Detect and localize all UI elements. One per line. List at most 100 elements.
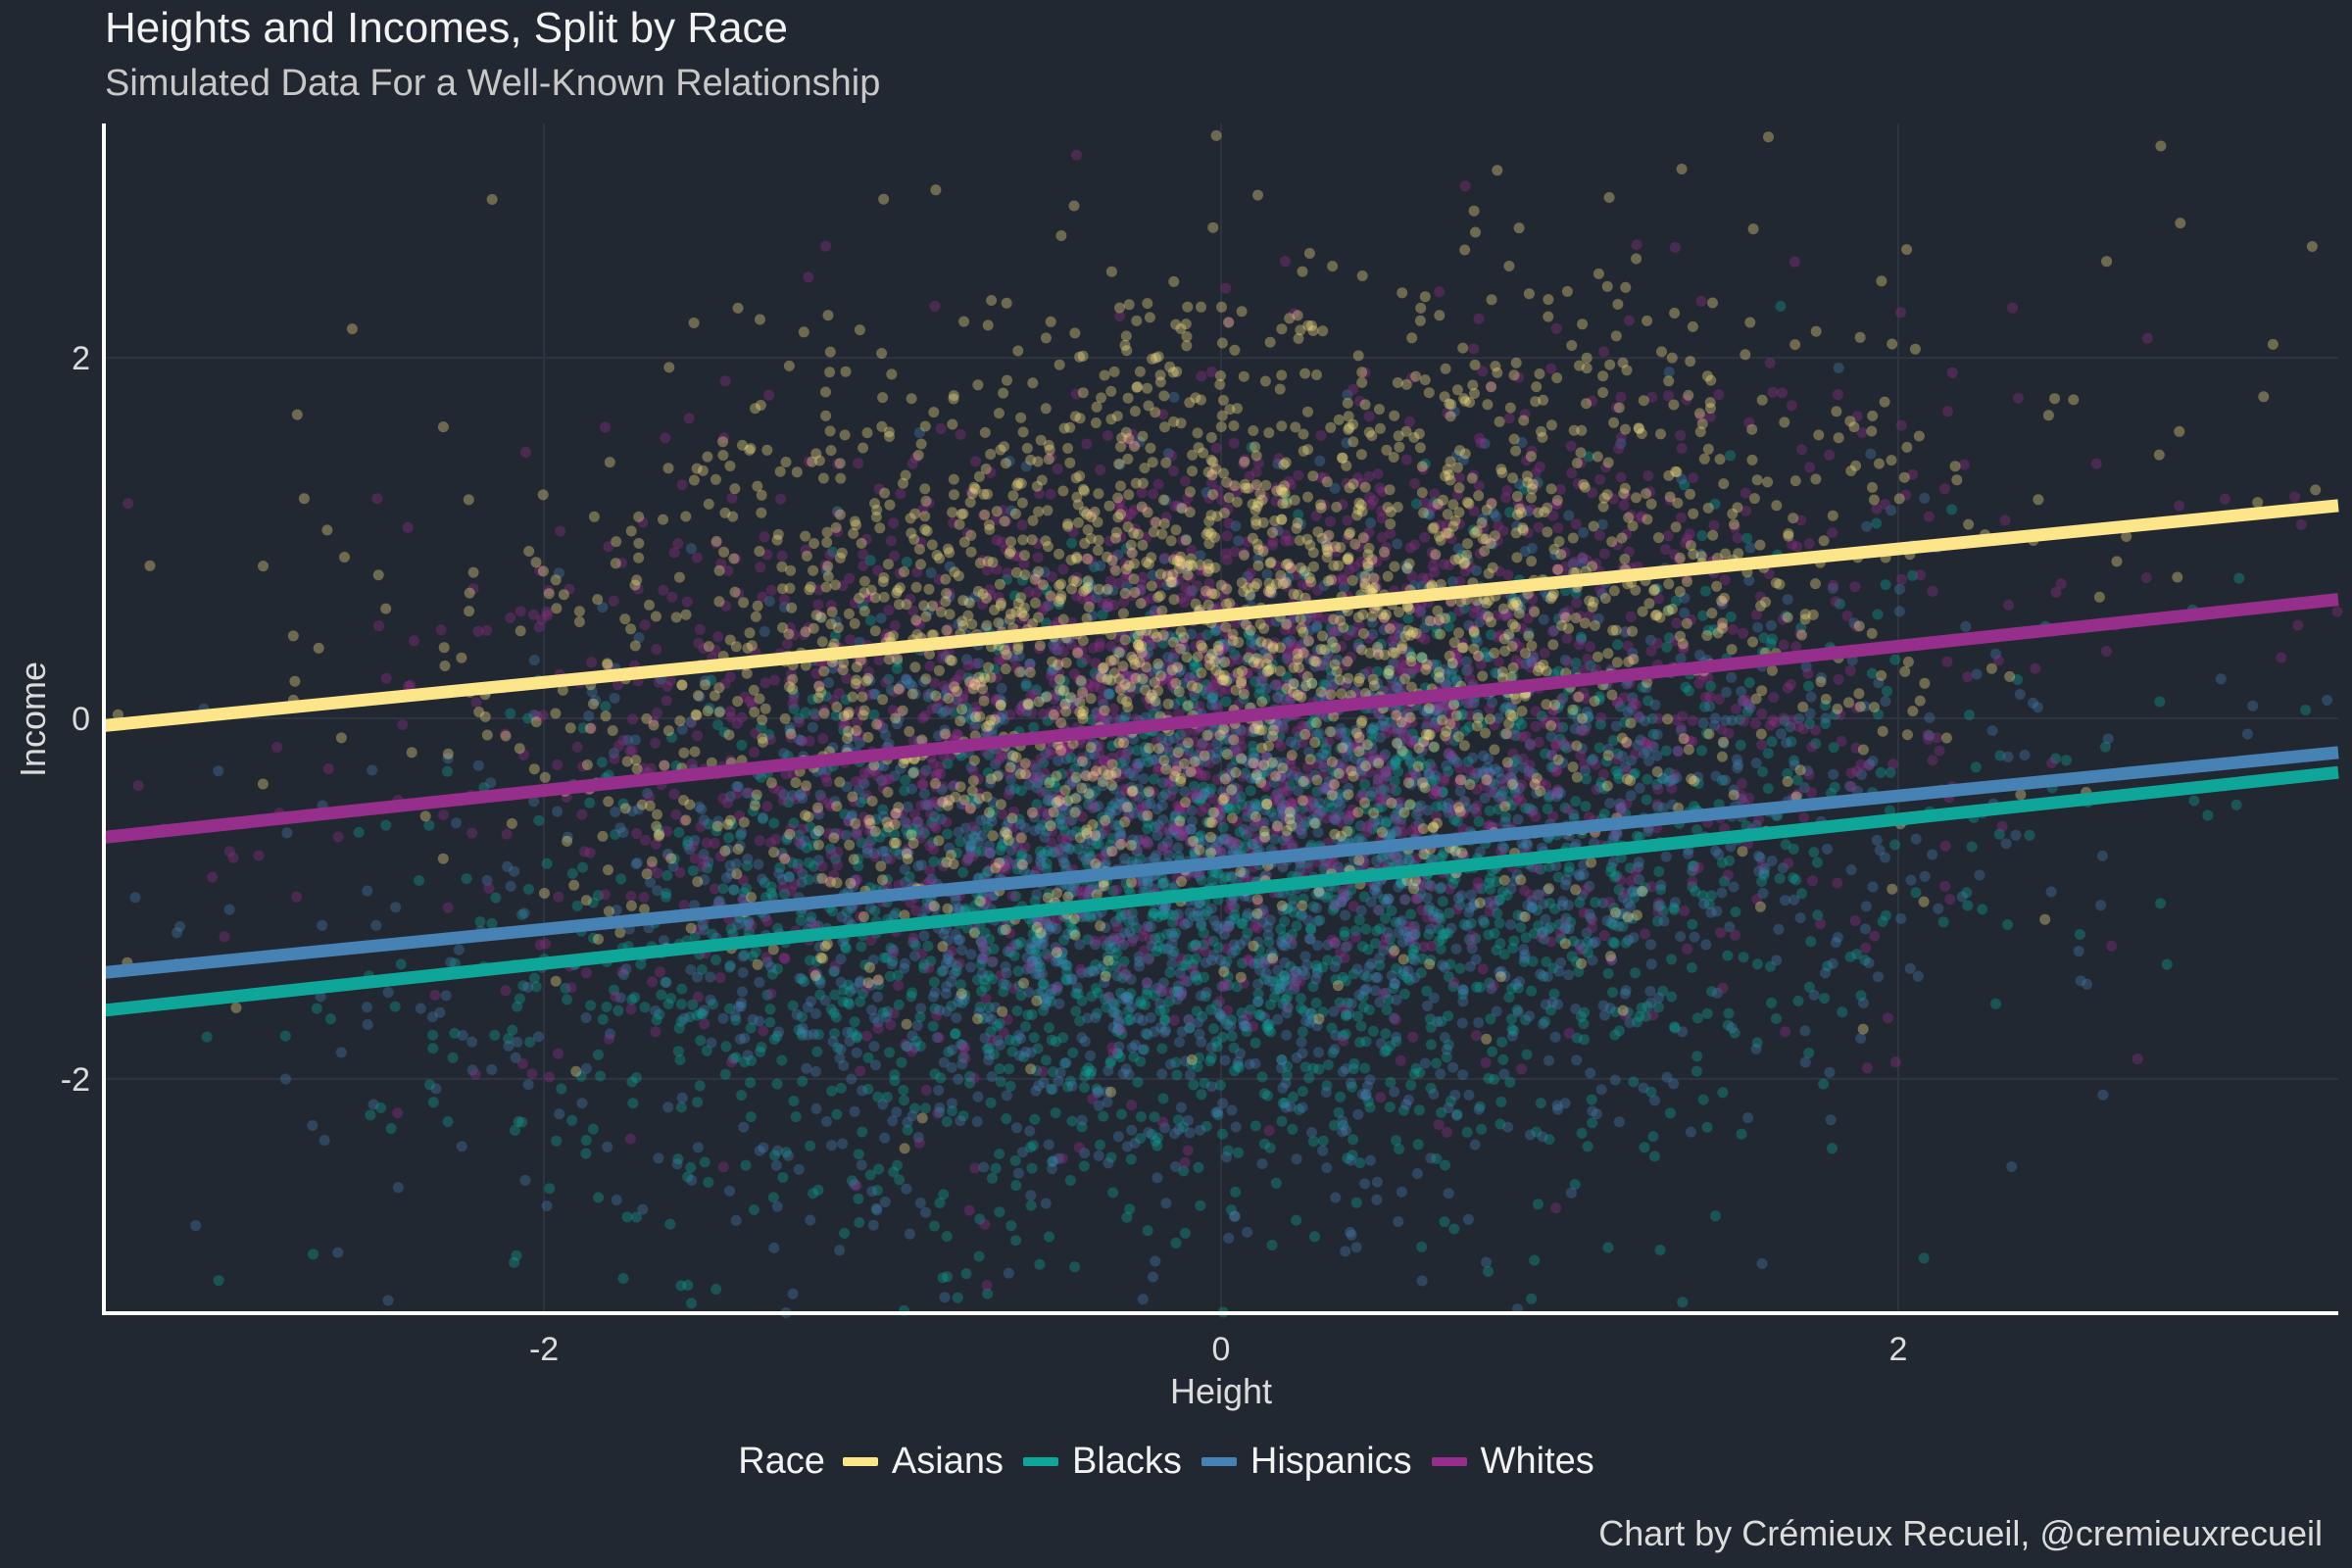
point-blacks [724, 959, 736, 971]
point-whites [408, 635, 419, 647]
point-hispanics [2002, 751, 2014, 762]
point-hispanics [735, 1001, 747, 1012]
point-hispanics [849, 1105, 860, 1117]
point-blacks [922, 940, 934, 952]
point-blacks [862, 1052, 874, 1063]
point-blacks [1195, 830, 1206, 842]
point-blacks [864, 614, 876, 626]
point-blacks [1207, 935, 1219, 947]
point-blacks [1205, 1052, 1217, 1063]
point-hispanics [1340, 909, 1351, 921]
point-blacks [1035, 846, 1046, 858]
point-blacks [1004, 1034, 1015, 1046]
point-blacks [1500, 811, 1512, 823]
point-blacks [1440, 928, 1451, 940]
point-blacks [1299, 1061, 1311, 1073]
point-whites [1122, 908, 1134, 920]
point-blacks [1194, 1052, 1204, 1063]
point-hispanics [1483, 753, 1494, 764]
point-blacks [514, 993, 525, 1004]
point-blacks [1325, 622, 1337, 634]
point-blacks [1485, 883, 1496, 895]
point-hispanics [2322, 695, 2333, 706]
point-blacks [1152, 941, 1164, 953]
point-hispanics [2073, 946, 2084, 957]
point-blacks [1404, 649, 1416, 661]
point-blacks [744, 926, 755, 938]
point-hispanics [1820, 967, 1832, 979]
point-blacks [1092, 987, 1103, 999]
point-blacks [902, 1041, 913, 1053]
point-blacks [1634, 1010, 1645, 1022]
point-blacks [1655, 884, 1667, 896]
point-hispanics [1242, 1226, 1253, 1238]
point-blacks [997, 924, 1008, 936]
point-blacks [621, 1211, 633, 1223]
point-blacks [1102, 812, 1114, 823]
point-blacks [1115, 909, 1127, 921]
point-blacks [1237, 918, 1249, 929]
point-blacks [1396, 750, 1407, 761]
point-blacks [1344, 744, 1355, 756]
point-blacks [427, 1029, 439, 1041]
point-blacks [1449, 873, 1461, 885]
point-blacks [937, 1272, 949, 1284]
point-blacks [1205, 1004, 1217, 1015]
point-blacks [977, 1012, 989, 1024]
point-blacks [1174, 502, 1186, 514]
point-blacks [675, 1102, 687, 1113]
point-blacks [1443, 927, 1454, 939]
point-hispanics [1365, 517, 1377, 529]
point-whites [861, 1030, 873, 1042]
point-blacks [513, 1115, 524, 1127]
point-blacks [1365, 790, 1377, 802]
point-blacks [1267, 950, 1279, 961]
point-hispanics [1863, 957, 1875, 969]
point-blacks [629, 992, 641, 1004]
point-blacks [1422, 508, 1434, 519]
point-hispanics [1677, 1026, 1689, 1038]
point-blacks [1246, 637, 1257, 649]
point-whites [1942, 406, 1953, 417]
point-blacks [1157, 908, 1169, 920]
point-whites [483, 882, 495, 894]
point-blacks [703, 818, 714, 830]
point-blacks [1172, 985, 1184, 997]
point-blacks [1221, 1018, 1233, 1030]
grid [104, 123, 2338, 1313]
point-blacks [697, 1008, 709, 1020]
point-blacks [1328, 765, 1340, 777]
point-blacks [1229, 909, 1241, 920]
point-blacks [1554, 699, 1565, 710]
point-blacks [1330, 974, 1342, 986]
point-hispanics [1443, 1188, 1454, 1200]
point-blacks [1788, 843, 1799, 855]
point-blacks [1187, 958, 1199, 970]
point-hispanics [1742, 1112, 1754, 1124]
point-hispanics [938, 964, 950, 976]
point-blacks [738, 887, 750, 899]
point-whites [880, 676, 892, 688]
point-whites [1480, 1056, 1492, 1068]
point-hispanics [318, 1135, 330, 1146]
point-blacks [1347, 1081, 1358, 1093]
point-blacks [1757, 766, 1769, 777]
point-hispanics [1402, 1094, 1414, 1105]
point-blacks [1241, 829, 1252, 841]
point-whites [1148, 488, 1159, 500]
point-hispanics [823, 677, 834, 689]
point-blacks [1342, 997, 1353, 1008]
point-whites [1798, 811, 1810, 823]
point-blacks [1451, 674, 1462, 686]
point-blacks [474, 916, 486, 928]
point-hispanics [692, 1142, 704, 1153]
point-blacks [928, 810, 940, 822]
point-blacks [1069, 763, 1081, 774]
point-whites [853, 458, 864, 469]
point-blacks [1611, 870, 1623, 882]
point-blacks [1492, 907, 1503, 919]
point-blacks [1418, 736, 1430, 748]
point-blacks [1687, 865, 1698, 877]
point-hispanics [742, 1050, 754, 1061]
point-blacks [1495, 1096, 1507, 1107]
